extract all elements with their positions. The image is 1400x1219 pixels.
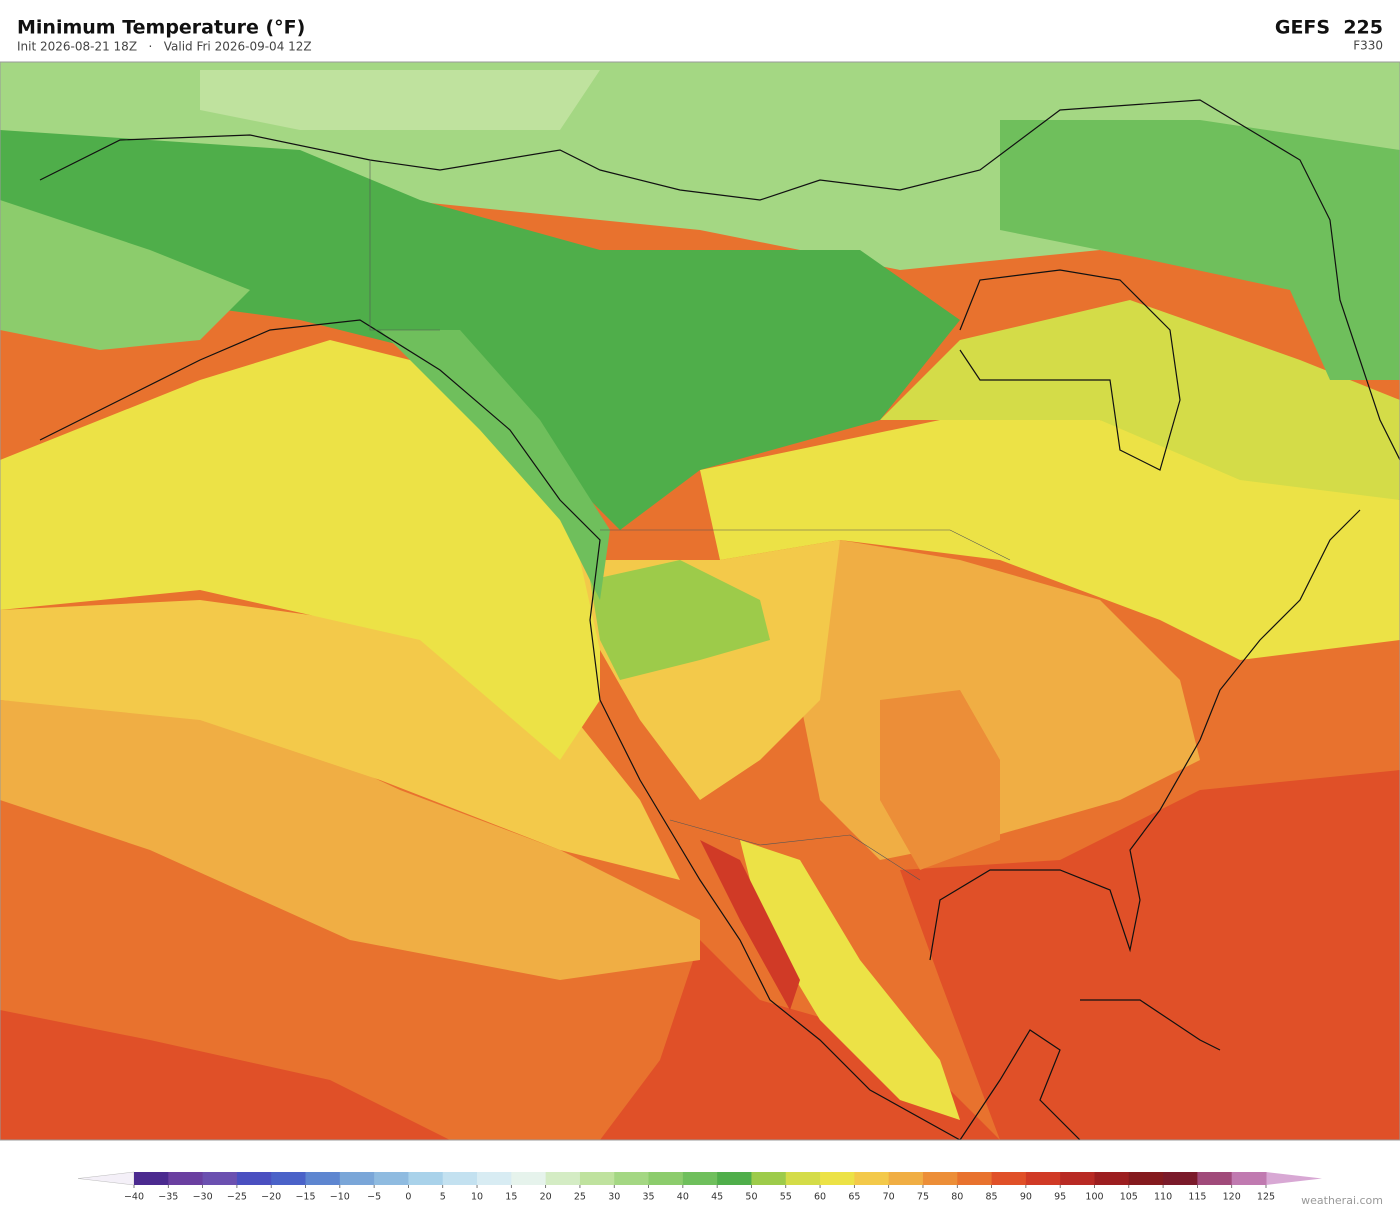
colorbar-tick-label: 90: [1020, 1192, 1032, 1203]
colorbar-tick-label: 105: [1120, 1192, 1138, 1203]
colorbar-tick-label: 70: [883, 1192, 895, 1203]
colorbar-tick-label: −20: [261, 1192, 281, 1203]
colorbar-tick-label: 50: [745, 1192, 757, 1203]
colorbar-bin: [717, 1172, 752, 1185]
colorbar-tick-label: −30: [193, 1192, 213, 1203]
forecast-hour: F330: [1353, 39, 1383, 53]
colorbar-bin: [785, 1172, 821, 1185]
colorbar-bin: [305, 1172, 341, 1185]
colorbar-tick-label: 115: [1188, 1192, 1206, 1203]
colorbar-tick-label: 45: [711, 1192, 723, 1203]
colorbar-bin: [888, 1172, 924, 1185]
colorbar-tick-label: 65: [848, 1192, 860, 1203]
colorbar-tick-label: 95: [1054, 1192, 1066, 1203]
colorbar-tick-label: 25: [574, 1192, 586, 1203]
model: GEFS 225: [1275, 17, 1383, 39]
colorbar-tick-label: 0: [405, 1192, 411, 1203]
colorbar-tick-label: 55: [780, 1192, 792, 1203]
colorbar-bin: [168, 1172, 204, 1185]
colorbar-tick-label: 85: [986, 1192, 998, 1203]
colorbar-bin: [202, 1172, 238, 1185]
colorbar-bin: [374, 1172, 409, 1185]
colorbar-tick-label: −35: [158, 1192, 178, 1203]
colorbar-tick-label: −40: [124, 1192, 144, 1203]
colorbar-tick-label: −25: [227, 1192, 247, 1203]
colorbar-bin: [957, 1172, 993, 1185]
colorbar-bin: [682, 1172, 718, 1185]
credit: weatherai.com: [1301, 1194, 1383, 1207]
colorbar-bin: [1025, 1172, 1061, 1185]
colorbar-tick-label: 125: [1257, 1192, 1275, 1203]
colorbar-bin: [991, 1172, 1027, 1185]
colorbar-bin: [854, 1172, 890, 1185]
colorbar-bin: [1231, 1172, 1267, 1185]
colorbar-bin: [545, 1172, 581, 1185]
colorbar-bin: [134, 1172, 169, 1185]
colorbar-bin: [511, 1172, 547, 1185]
colorbar-bin: [1060, 1172, 1095, 1185]
colorbar-tick-label: 20: [540, 1192, 552, 1203]
colorbar-tick-label: −5: [367, 1192, 381, 1203]
colorbar-bin: [648, 1172, 684, 1185]
colorbar-tick-label: 15: [505, 1192, 517, 1203]
colorbar-tick-label: 110: [1154, 1192, 1172, 1203]
subtitle: Init 2026-08-21 18Z · Valid Fri 2026-09-…: [17, 40, 312, 54]
colorbar-bin: [1128, 1172, 1164, 1185]
colorbar-bin: [236, 1172, 272, 1185]
colorbar-bin: [922, 1172, 958, 1185]
colorbar-tick-label: 5: [440, 1192, 446, 1203]
colorbar-bin: [408, 1172, 444, 1185]
colorbar-tick-label: −15: [295, 1192, 315, 1203]
colorbar-bin: [751, 1172, 787, 1185]
map: [0, 62, 1400, 1140]
colorbar-bin: [339, 1172, 375, 1185]
colorbar-bin: [271, 1172, 307, 1185]
colorbar-bin: [1094, 1172, 1130, 1185]
colorbar-bin: [1197, 1172, 1233, 1185]
colorbar-bin: [614, 1172, 650, 1185]
title: Minimum Temperature (°F): [17, 17, 305, 39]
colorbar-tick-label: −10: [330, 1192, 350, 1203]
colorbar-bin: [1163, 1172, 1198, 1185]
colorbar-tick-label: 40: [677, 1192, 689, 1203]
colorbar-tick-label: 35: [642, 1192, 654, 1203]
colorbar-under: [77, 1171, 135, 1186]
colorbar: −40 −35 −30 −25 −20 −15 −10 −5 0 5 10 15 20 25 30 35 40 4…: [77, 1171, 1322, 1203]
colorbar-tick-label: 10: [471, 1192, 483, 1203]
colorbar-bin: [442, 1172, 478, 1185]
colorbar-tick-label: 100: [1085, 1192, 1103, 1203]
colorbar-bin: [477, 1172, 512, 1185]
colorbar-bin: [579, 1172, 615, 1185]
colorbar-tick-label: 75: [917, 1192, 929, 1203]
map-frame: [0, 61, 1400, 1141]
colorbar-over: [1266, 1172, 1322, 1185]
colorbar-tick-label: 60: [814, 1192, 826, 1203]
colorbar-tick-label: 30: [608, 1192, 620, 1203]
colorbar-bin: [820, 1172, 855, 1185]
colorbar-tick-label: 80: [951, 1192, 963, 1203]
colorbar-tick-label: 120: [1223, 1192, 1241, 1203]
